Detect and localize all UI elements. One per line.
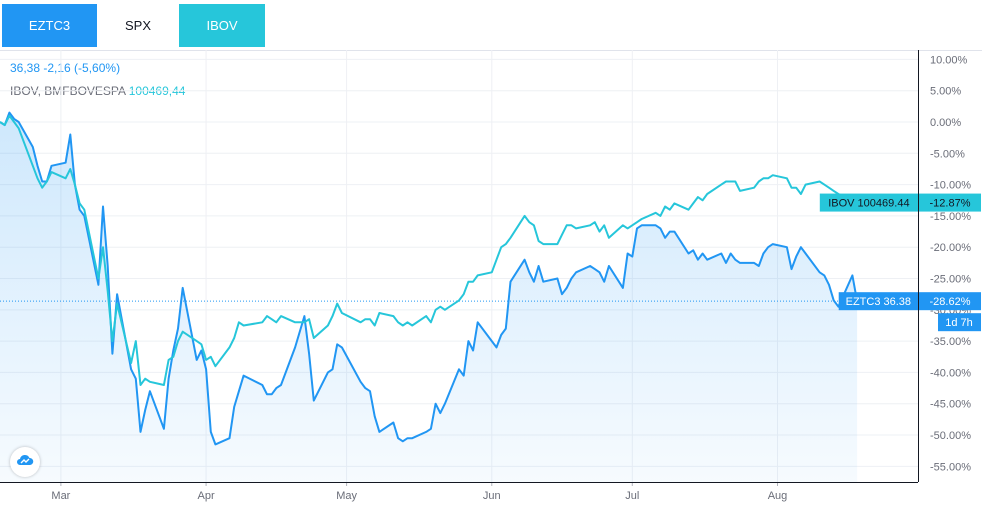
- countdown-text: 1d 7h: [945, 317, 973, 329]
- axis-tag-box: [919, 193, 981, 212]
- series-area-eztc3: [0, 112, 858, 482]
- price-tag-box: [838, 292, 918, 311]
- axis-tag-box: [919, 292, 981, 311]
- price-tag-text: EZTC3 36.38: [846, 296, 911, 308]
- eztc3-area: [0, 112, 858, 482]
- y-tick-label: -50.00%: [930, 430, 971, 442]
- price-tags: IBOV 100469.44 EZTC3 36.38 -12.87% -28.62% 1…: [819, 193, 981, 332]
- x-tick-label: Aug: [768, 490, 788, 502]
- countdown-box: [938, 313, 981, 332]
- main-value: 36,38: [10, 61, 41, 75]
- axis-tag-text: -28.62%: [930, 296, 971, 308]
- series-line-eztc3: [0, 111, 859, 446]
- y-tick-label: -25.00%: [930, 274, 971, 286]
- tab-spx[interactable]: SPX: [97, 4, 179, 47]
- y-tick-label: 10.00%: [930, 54, 968, 66]
- y-tick-label: -45.00%: [930, 399, 971, 411]
- tab-eztc3[interactable]: EZTC3: [2, 4, 97, 47]
- y-tick-label: -5.00%: [930, 148, 965, 160]
- x-tick-label: Apr: [198, 490, 215, 502]
- x-tick-label: Jun: [483, 490, 501, 502]
- y-tick-label: -55.00%: [930, 461, 971, 473]
- chart-logo[interactable]: [10, 447, 40, 477]
- y-tick-label: 0.00%: [930, 117, 961, 129]
- y-tick-label: -15.00%: [930, 211, 971, 223]
- main-series-legend: 36,38 -2,16 (-5,60%): [10, 61, 120, 75]
- price-tag-text: IBOV 100469.44: [828, 198, 909, 210]
- y-tick-label: -10.00%: [930, 180, 971, 192]
- axis-tag-text: -12.87%: [930, 198, 971, 210]
- y-tick-label: -35.00%: [930, 336, 971, 348]
- tab-ibov[interactable]: IBOV: [179, 4, 265, 47]
- cloud-icon: [16, 453, 34, 472]
- y-tick-label: -20.00%: [930, 242, 971, 254]
- y-tick-label: 5.00%: [930, 86, 961, 98]
- main-change: -2,16 (-5,60%): [43, 61, 121, 75]
- x-tick-label: Mar: [51, 490, 70, 502]
- x-tick-label: Jul: [625, 490, 639, 502]
- price-tag-box: [819, 193, 918, 212]
- series-lines: [0, 111, 859, 446]
- series-tab-bar: EZTC3 SPX IBOV: [0, 0, 982, 51]
- y-tick-label: -40.00%: [930, 367, 971, 379]
- x-tick-label: May: [336, 490, 357, 502]
- series-line-ibov: [0, 114, 858, 386]
- axes: 10.00% 5.00% 0.00% -5.00% -10.00% -15.00% -20.…: [0, 50, 971, 502]
